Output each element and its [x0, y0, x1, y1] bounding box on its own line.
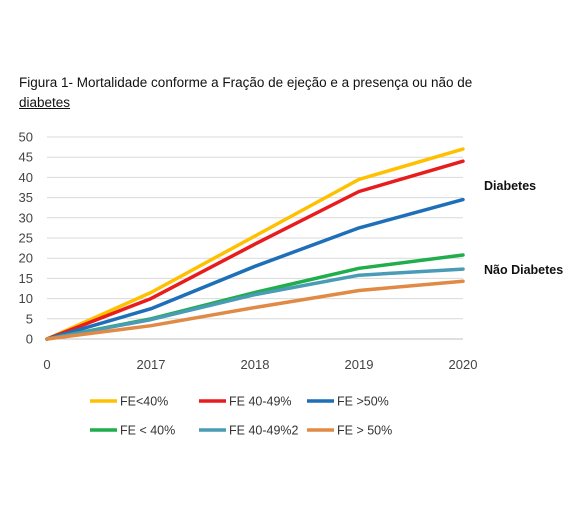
y-tick-label: 15 [19, 271, 33, 286]
legend-label: FE < 40% [120, 424, 175, 438]
legend-label: FE 40-49% [229, 395, 292, 409]
y-tick-label: 20 [19, 251, 33, 266]
y-tick-label: 25 [19, 231, 33, 246]
annotation-nao-diabetes: Não Diabetes [484, 263, 563, 277]
chart-title-line1: Figura 1- Mortalidade conforme a Fração … [19, 75, 473, 90]
annotation-diabetes: Diabetes [484, 179, 536, 193]
legend: FE<40% FE 40-49% FE >50% FE < 40% FE 40-49%2… [90, 395, 392, 438]
x-tick-label: 0 [43, 357, 50, 372]
chart-title-line2: diabetes [19, 95, 71, 110]
chart-title: Figura 1- Mortalidade conforme a Fração … [19, 73, 539, 113]
series-lines [45, 147, 465, 341]
y-tick-label: 10 [19, 291, 33, 306]
x-tick-label: 2019 [345, 357, 374, 372]
x-tick-label: 2017 [137, 357, 166, 372]
x-tick-label: 2018 [241, 357, 270, 372]
legend-label: FE 40-49%2 [229, 424, 299, 438]
y-tick-label: 40 [19, 170, 33, 185]
series-line [45, 267, 465, 341]
y-tick-label: 50 [19, 130, 33, 145]
series-line [45, 197, 465, 341]
y-tick-label: 45 [19, 150, 33, 165]
y-tick-label: 5 [26, 311, 33, 326]
y-axis-ticks: 0 5 10 15 20 25 30 35 40 45 50 [19, 130, 33, 347]
x-tick-label: 2020 [449, 357, 478, 372]
x-axis-ticks: 0 2017 2018 2019 2020 [43, 357, 477, 372]
series-line [45, 147, 465, 341]
legend-label: FE > 50% [337, 424, 392, 438]
legend-label: FE<40% [120, 395, 168, 409]
y-tick-label: 30 [19, 210, 33, 225]
y-tick-label: 35 [19, 190, 33, 205]
y-tick-label: 0 [26, 332, 33, 347]
legend-label: FE >50% [337, 395, 389, 409]
series-line [45, 279, 465, 341]
series-line [45, 159, 465, 341]
